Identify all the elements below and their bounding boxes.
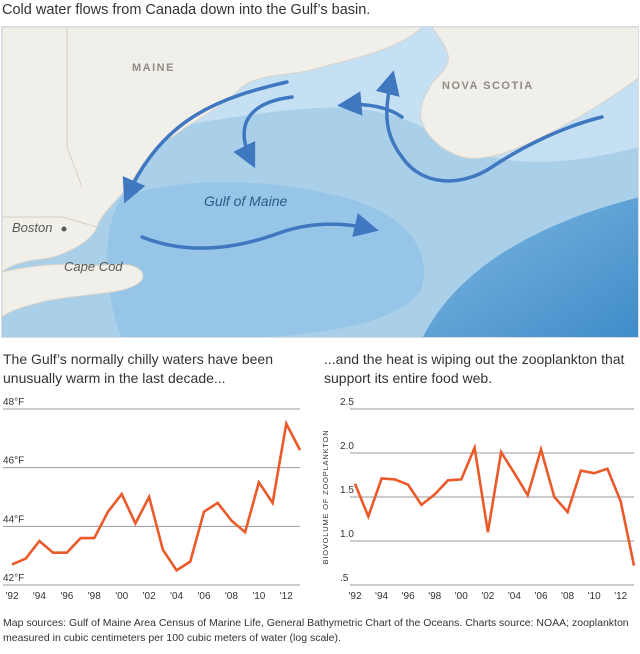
- current-arrow-inner: [233, 95, 294, 169]
- temperature-chart: 42°F 44°F 46°F 48°F '92 '94 '96 '98 '00 '02 '04 '06…: [3, 397, 302, 602]
- deep-ocean: [423, 197, 638, 337]
- y-tick-label: 2.0: [340, 441, 354, 452]
- caption-zooplankton: ...and the heat is wiping out the zoopla…: [324, 351, 625, 386]
- x-tick-label: '98: [88, 591, 101, 602]
- x-tick-label: '00: [115, 591, 128, 602]
- current-arrow-west: [122, 80, 289, 204]
- current-arrow-south: [140, 213, 379, 250]
- series-line: [11, 419, 302, 573]
- series-line: [353, 442, 636, 566]
- y-tick-label: 46°F: [3, 456, 24, 467]
- y-tick-label: .5: [340, 573, 349, 584]
- caption-temperature: The Gulf’s normally chilly waters have b…: [3, 351, 274, 386]
- current-arrow-ns-east: [375, 70, 604, 183]
- map-svg: [2, 27, 638, 337]
- y-tick-label: 42°F: [3, 573, 24, 584]
- x-tick-label: '06: [534, 591, 547, 602]
- x-tick-label: '08: [225, 591, 238, 602]
- x-tick-label: '02: [143, 591, 156, 602]
- y-tick-label: 44°F: [3, 514, 24, 525]
- basin: [107, 182, 424, 337]
- y-tick-label: 48°F: [3, 397, 24, 408]
- x-tick-label: '06: [197, 591, 210, 602]
- x-tick-label: '04: [170, 591, 183, 602]
- land-nova-scotia: [420, 27, 638, 159]
- x-tick-label: '08: [561, 591, 574, 602]
- label-boston: Boston: [12, 220, 53, 235]
- x-tick-label: '12: [280, 591, 293, 602]
- label-gulf-of-maine: Gulf of Maine: [204, 193, 288, 209]
- x-tick-label: '92: [348, 591, 361, 602]
- x-tick-label: '10: [252, 591, 265, 602]
- y-axis-label: BIOVOLUME OF ZOOPLANKTON: [321, 430, 330, 565]
- current-arrow-ns-west: [337, 91, 404, 119]
- current-arrows: [122, 70, 604, 250]
- x-tick-label: '02: [481, 591, 494, 602]
- label-maine: MAINE: [132, 62, 175, 74]
- y-tick-label: 2.5: [340, 397, 354, 408]
- x-tick-label: '12: [614, 591, 627, 602]
- state-border: [2, 27, 98, 228]
- x-tick-label: '96: [60, 591, 73, 602]
- x-tick-label: '94: [33, 591, 46, 602]
- x-tick-label: '00: [455, 591, 468, 602]
- x-tick-label: '04: [508, 591, 521, 602]
- y-tick-label: 1.0: [340, 529, 354, 540]
- headline: Cold water flows from Canada down into t…: [2, 2, 371, 18]
- x-tick-label: '98: [428, 591, 441, 602]
- label-nova-scotia: NOVA SCOTIA: [442, 80, 534, 92]
- label-cape-cod: Cape Cod: [64, 259, 123, 274]
- gulf-of-maine-map: MAINE NOVA SCOTIA Gulf of Maine Boston C…: [1, 26, 639, 338]
- boston-dot: [61, 226, 67, 232]
- x-tick-label: '10: [588, 591, 601, 602]
- y-tick-label: 1.5: [340, 485, 354, 496]
- source-footer: Map sources: Gulf of Maine Area Census o…: [3, 617, 629, 644]
- land-cape-cod: [2, 263, 144, 318]
- x-tick-label: '92: [5, 591, 18, 602]
- x-tick-label: '96: [402, 591, 415, 602]
- x-tick-label: '94: [375, 591, 388, 602]
- zooplankton-chart: .5 1.0 1.5 2.0 2.5 '92 '94 '96 '98 '00 '02 '04 '06 '0…: [321, 397, 636, 602]
